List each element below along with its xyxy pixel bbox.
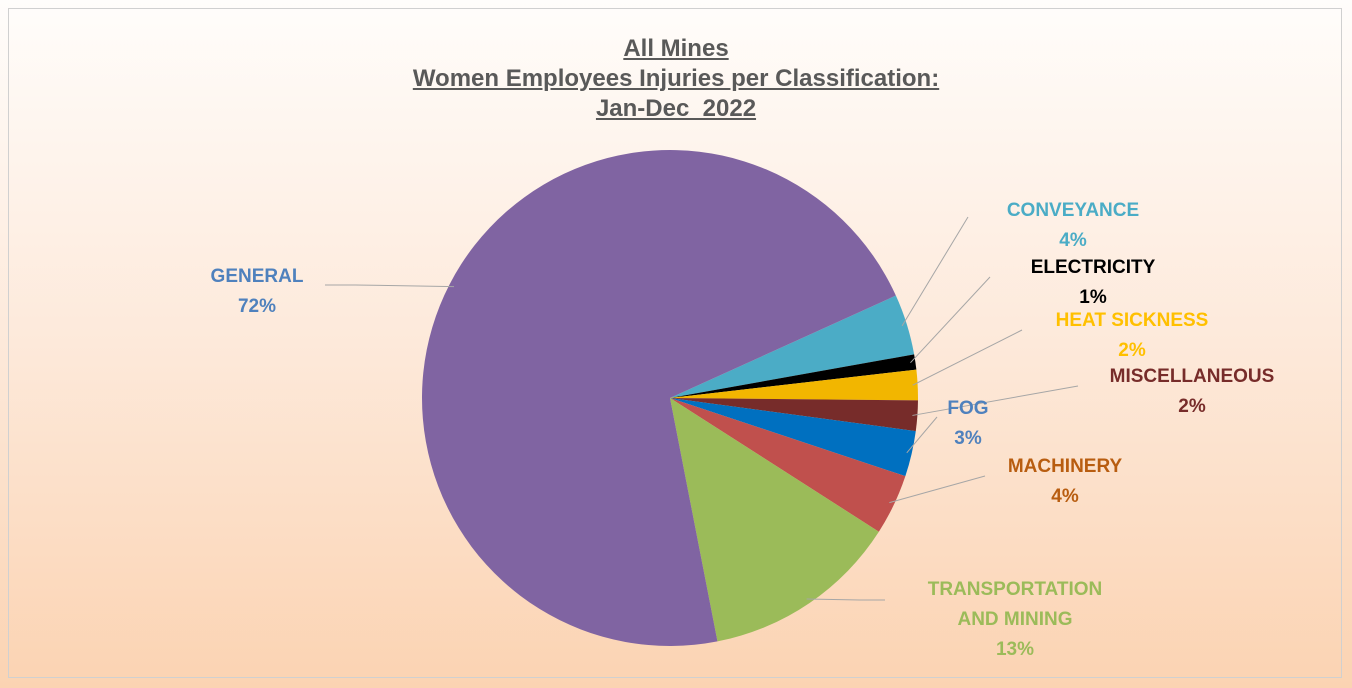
data-label: MISCELLANEOUS 2% (1062, 362, 1322, 422)
value-label: 72% (237, 296, 277, 317)
value-label: 4% (1059, 230, 1087, 251)
chart-border (8, 8, 1342, 678)
category-label: FOG (947, 398, 989, 419)
pie-slice (421, 150, 896, 647)
title-line: All Mines (623, 35, 729, 62)
value-label: 2% (1118, 340, 1146, 361)
leader-line (912, 329, 1023, 386)
title-line: Jan-Dec 2022 (595, 95, 757, 122)
pie-slice (670, 369, 918, 401)
pie-slice (670, 398, 879, 642)
pie-slice (670, 398, 916, 477)
value-label: 2% (1178, 396, 1206, 417)
leader-line (806, 598, 885, 601)
leader-line (325, 284, 455, 288)
data-label: TRANSPORTATION AND MINING 13% (915, 575, 1115, 665)
data-label: MACHINERY 4% (965, 452, 1165, 512)
leader-line (912, 385, 1079, 416)
leader-line (906, 416, 938, 454)
pie-slice (670, 295, 915, 398)
value-label: 3% (954, 428, 982, 449)
value-label: 4% (1051, 486, 1079, 507)
value-label: 13% (995, 639, 1035, 660)
leader-line (910, 276, 991, 364)
category-label: TRANSPORTATION AND MINING (927, 579, 1103, 630)
category-label: ELECTRICITY (1030, 257, 1156, 278)
pie-slice (670, 398, 906, 532)
pie-slice (670, 398, 918, 432)
title-line: Women Employees Injuries per Classificat… (412, 65, 940, 92)
data-label: GENERAL 72% (157, 262, 357, 322)
chart-title: All Mines Women Employees Injuries per Cl… (0, 34, 1352, 124)
data-label: HEAT SICKNESS 2% (1002, 306, 1262, 366)
category-label: MACHINERY (1007, 456, 1123, 477)
data-label: ELECTRICITY 1% (963, 253, 1223, 313)
data-label: CONVEYANCE 4% (943, 196, 1203, 256)
leader-line (889, 475, 986, 504)
pie-slice (670, 354, 917, 398)
value-label: 1% (1079, 287, 1107, 308)
category-label: MISCELLANEOUS (1109, 366, 1275, 387)
leader-line (901, 216, 969, 327)
category-label: HEAT SICKNESS (1055, 310, 1209, 331)
category-label: CONVEYANCE (1006, 200, 1140, 221)
data-label: FOG 3% (908, 394, 1028, 454)
category-label: GENERAL (210, 266, 304, 287)
